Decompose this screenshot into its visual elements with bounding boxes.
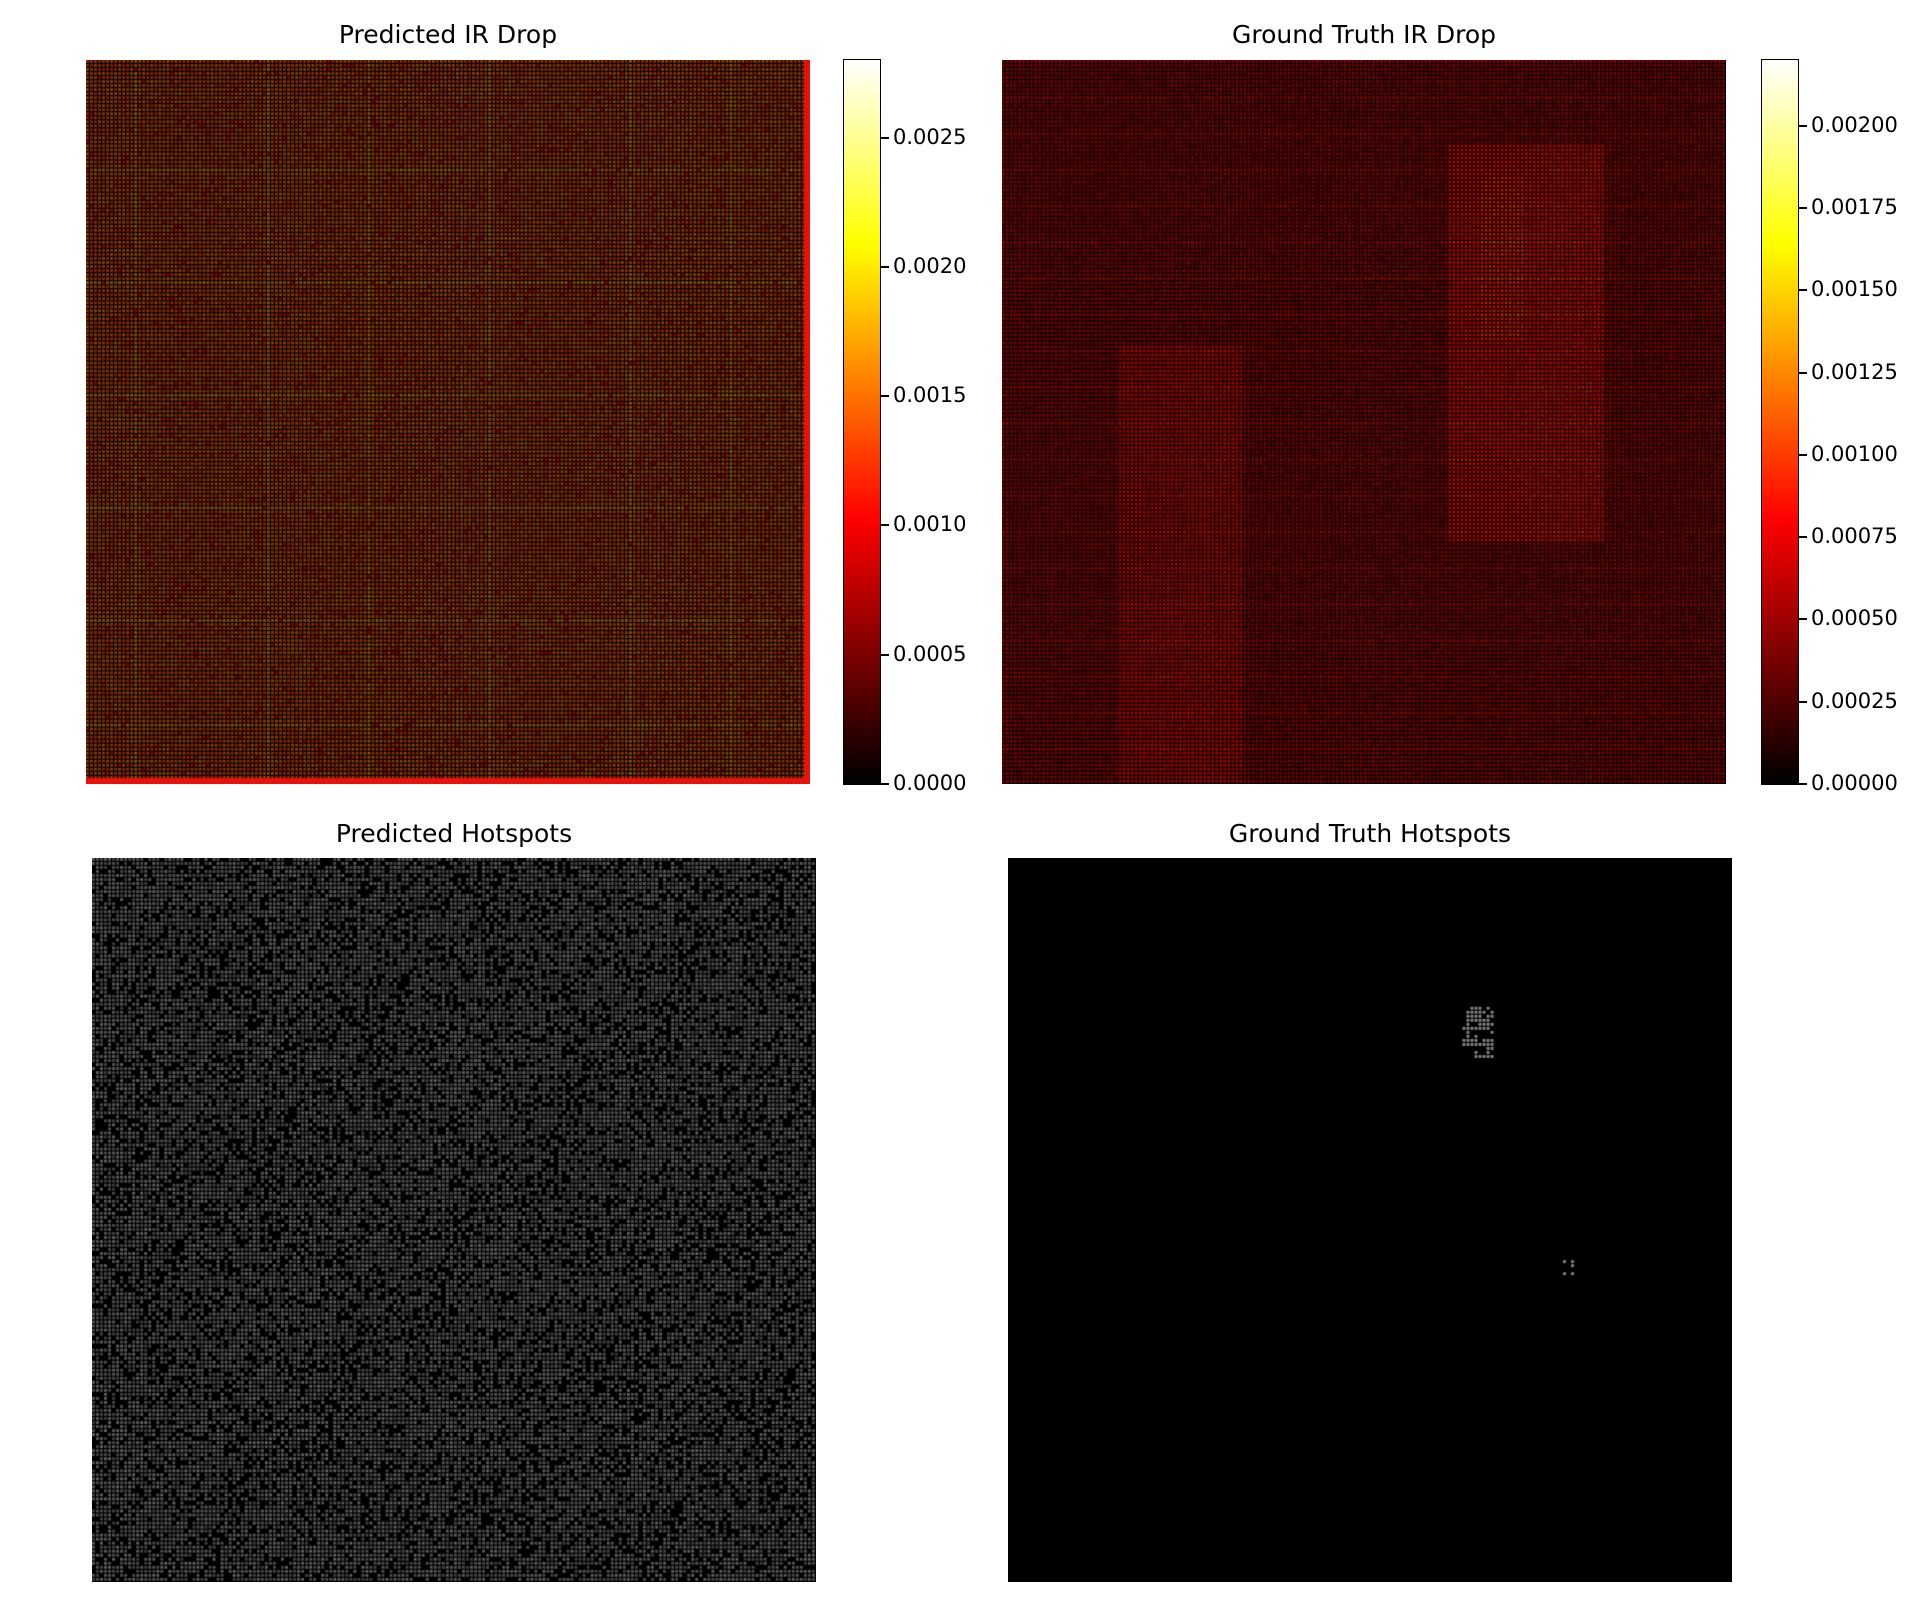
colorbar-tick-mark [881, 395, 889, 398]
colorbar-tick-mark [1799, 536, 1807, 539]
colorbar-tick-label: 0.0020 [893, 253, 967, 278]
colorbar-tick-label: 0.00100 [1811, 441, 1898, 466]
colorbar-tick-mark [1799, 618, 1807, 621]
colorbar-tick-mark [1799, 124, 1807, 127]
colorbar-tick-label: 0.0010 [893, 512, 967, 537]
colorbar-tick-label: 0.00175 [1811, 195, 1898, 220]
predicted-hotspots-heatmap [92, 858, 816, 1582]
ground-truth-hotspots-heatmap [1008, 858, 1732, 1582]
colorbar-tick-mark [881, 524, 889, 527]
predicted-ir-drop-colorbar [843, 59, 881, 785]
colorbar-tick-label: 0.00025 [1811, 688, 1898, 713]
ground-truth-ir-drop-title: Ground Truth IR Drop [1231, 20, 1497, 49]
colorbar-tick-label: 0.00125 [1811, 359, 1898, 384]
colorbar-tick-label: 0.00200 [1811, 112, 1898, 137]
colorbar-tick-label: 0.0015 [893, 383, 967, 408]
colorbar-tick-label: 0.00000 [1811, 771, 1898, 795]
colorbar-tick-mark [1799, 783, 1807, 785]
ground-truth-ir-drop-heatmap [1002, 60, 1726, 784]
colorbar-tick-label: 0.00050 [1811, 606, 1898, 631]
colorbar-tick-label: 0.00075 [1811, 524, 1898, 549]
predicted-ir-drop-heatmap [86, 60, 810, 784]
colorbar-tick-mark [1799, 453, 1807, 456]
ground-truth-ir-drop-colorbar [1761, 59, 1799, 785]
colorbar-tick-label: 0.0025 [893, 124, 967, 149]
colorbar-tick-mark [1799, 207, 1807, 210]
colorbar-tick-mark [881, 653, 889, 656]
colorbar-tick-label: 0.0000 [893, 771, 967, 795]
colorbar-tick-mark [1799, 289, 1807, 292]
predicted-ir-drop-title: Predicted IR Drop [338, 20, 558, 49]
colorbar-tick-mark [1799, 371, 1807, 374]
colorbar-tick-mark [1799, 700, 1807, 703]
colorbar-tick-mark [881, 265, 889, 268]
predicted-hotspots-title: Predicted Hotspots [335, 819, 573, 848]
colorbar-tick-label: 0.0005 [893, 641, 967, 666]
colorbar-tick-mark [881, 136, 889, 139]
ground-truth-hotspots-title: Ground Truth Hotspots [1228, 819, 1512, 848]
colorbar-tick-label: 0.00150 [1811, 277, 1898, 302]
colorbar-tick-mark [881, 783, 889, 785]
